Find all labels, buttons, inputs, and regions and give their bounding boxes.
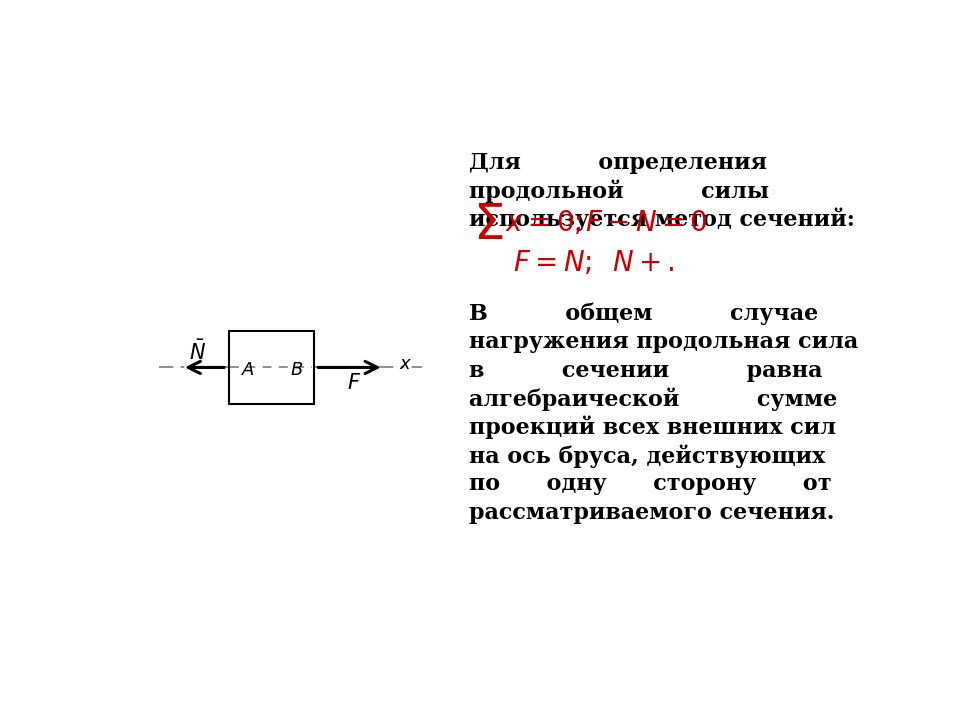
Text: $F$: $F$ xyxy=(347,373,361,393)
Text: $A$: $A$ xyxy=(241,361,255,379)
Bar xyxy=(228,331,314,404)
Text: $x = 0;$: $x = 0;$ xyxy=(505,210,582,238)
Text: по      одну      сторону      от: по одну сторону от xyxy=(468,474,831,495)
Text: $B$: $B$ xyxy=(290,361,303,379)
Text: используется метод сечений:: используется метод сечений: xyxy=(468,207,854,230)
Text: Для          определения: Для определения xyxy=(468,153,767,174)
Text: проекций всех внешних сил: проекций всех внешних сил xyxy=(468,415,836,439)
Text: на ось бруса, действующих: на ось бруса, действующих xyxy=(468,444,826,468)
Text: В          общем          случае: В общем случае xyxy=(468,302,818,325)
Text: $F = N;$: $F = N;$ xyxy=(513,250,591,277)
Text: в          сечении          равна: в сечении равна xyxy=(468,359,823,382)
Text: рассматриваемого сечения.: рассматриваемого сечения. xyxy=(468,502,834,524)
Text: нагружения продольная сила: нагружения продольная сила xyxy=(468,331,858,353)
Text: $\Sigma$: $\Sigma$ xyxy=(472,201,503,249)
Text: $N +.$: $N +.$ xyxy=(612,250,675,277)
Text: $\bar{N}$: $\bar{N}$ xyxy=(189,340,206,364)
Text: продольной          силы: продольной силы xyxy=(468,179,769,203)
Text: $x$: $x$ xyxy=(398,354,412,373)
Text: алгебраической          сумме: алгебраической сумме xyxy=(468,387,837,411)
Text: $F - N = 0$: $F - N = 0$ xyxy=(585,210,708,238)
